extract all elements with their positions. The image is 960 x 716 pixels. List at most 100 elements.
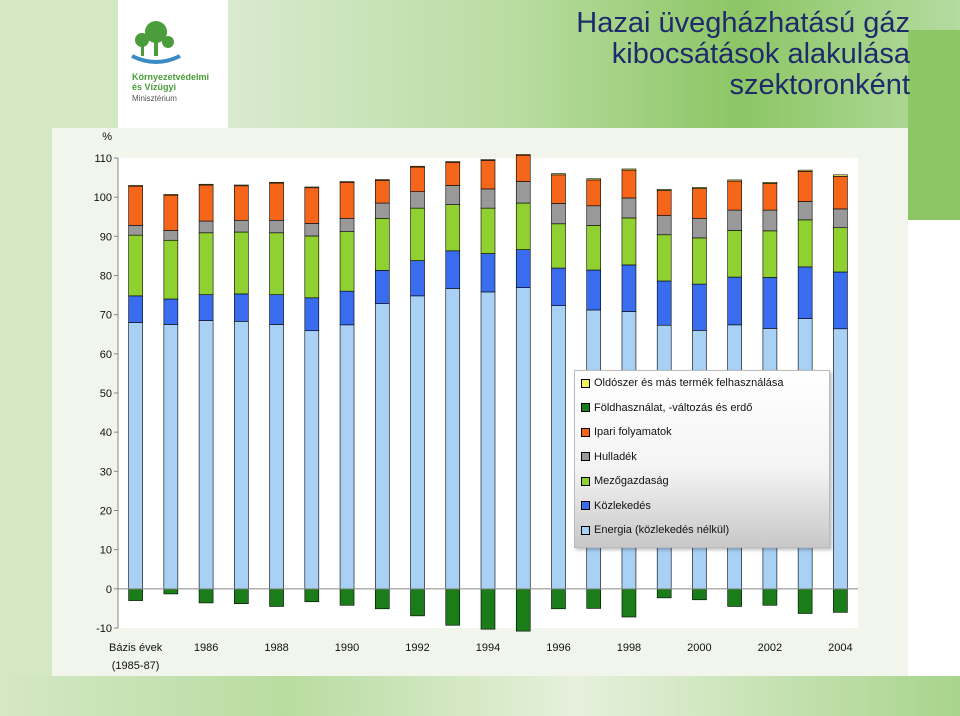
bar-segment (198, 184, 214, 222)
bar-segment (374, 202, 390, 219)
bar-segment (480, 588, 496, 630)
y-tick-label: 40 (100, 427, 112, 439)
legend-swatch (581, 403, 590, 412)
bar-segment (339, 181, 355, 183)
legend-item: Energia (közlekedés nélkül) (581, 522, 729, 538)
bar-segment (269, 182, 284, 221)
bar-segment (692, 588, 707, 601)
bar-segment (198, 183, 214, 186)
bar-segment (480, 188, 496, 209)
bar-segment (410, 191, 425, 209)
bar-segment (797, 171, 813, 202)
bar-segment (304, 330, 320, 590)
bar-segment (762, 209, 778, 232)
bar-segment (797, 266, 813, 319)
bar-segment (374, 270, 390, 304)
title-line-1: Hazai üvegházhatású gáz (576, 7, 910, 39)
bar-segment (551, 267, 566, 306)
bar-segment (163, 239, 179, 300)
bar-segment (304, 588, 320, 603)
bar-segment (515, 588, 531, 632)
chart-legend: Oldószer és más termék felhasználása Föld… (574, 370, 830, 548)
bar-segment (410, 295, 425, 590)
bar-segment (445, 250, 461, 289)
bar-segment (656, 588, 672, 599)
legend-swatch (581, 427, 590, 437)
bar-segment (128, 588, 143, 601)
bar-segment (762, 588, 778, 606)
bar-segment (727, 180, 742, 211)
bar-segment (515, 181, 531, 204)
x-tick-label: 1988 (264, 642, 288, 654)
bar-segment (833, 227, 848, 273)
bar-segment (656, 280, 672, 326)
bar-segment (304, 223, 320, 237)
bar-segment (656, 190, 672, 216)
bar-segment (586, 225, 602, 271)
x-tick-label: 2002 (758, 642, 782, 654)
bar-segment (515, 249, 531, 288)
background-band-top (228, 0, 960, 150)
bar-segment (269, 181, 284, 184)
bar-segment (445, 185, 461, 205)
legend-item: Mezőgazdaság (581, 473, 669, 489)
bar-segment (128, 234, 143, 297)
y-tick-label: 70 (100, 310, 112, 322)
bar-segment (445, 204, 461, 252)
bar-segment (515, 202, 531, 250)
bar-segment (797, 588, 813, 614)
x-tick-label: 2000 (687, 642, 711, 654)
bar-segment (586, 588, 602, 609)
y-axis-label: % (102, 131, 112, 143)
x-tick-label: 2004 (828, 642, 852, 654)
bar-segment (833, 271, 848, 330)
y-tick-label: 110 (94, 153, 112, 165)
logo-subtitle: Minisztérium (132, 94, 177, 103)
bar-segment (339, 181, 355, 219)
bar-segment (128, 322, 143, 590)
y-tick-label: 10 (100, 545, 112, 557)
bar-segment (797, 201, 813, 221)
bar-segment (234, 184, 249, 187)
bar-segment (374, 179, 390, 181)
bar-segment (198, 320, 214, 590)
bar-segment (445, 288, 461, 590)
y-tick-label: 100 (94, 192, 112, 204)
bar-segment (480, 159, 496, 161)
legend-swatch (581, 501, 590, 510)
bar-segment (551, 174, 566, 204)
bar-segment (234, 185, 249, 221)
tree-logo-icon (131, 21, 181, 64)
bar-segment (621, 588, 637, 618)
x-tick-label: 1986 (194, 642, 218, 654)
bar-segment (762, 230, 778, 278)
y-tick-label: 50 (100, 388, 112, 400)
bar-segment (480, 291, 496, 590)
bar-segment (621, 197, 637, 219)
bar-segment (339, 231, 355, 292)
bar-segment (727, 276, 742, 326)
bar-segment (833, 328, 848, 590)
bar-segment (410, 260, 425, 297)
bar-segment (304, 186, 320, 189)
bar-segment (234, 293, 249, 322)
bar-segment (269, 219, 284, 234)
bar-segment (410, 207, 425, 261)
bar-segment (551, 588, 566, 610)
y-tick-label: 60 (100, 349, 112, 361)
legend-item: Közlekedés (581, 498, 651, 514)
bar-segment (551, 305, 566, 590)
bar-segment (515, 154, 531, 156)
bar-segment (128, 185, 143, 187)
bar-segment (234, 219, 249, 233)
bar-segment (551, 203, 566, 225)
bar-segment (269, 324, 284, 590)
bar-segment (339, 324, 355, 590)
bar-segment (656, 215, 672, 236)
background-block-right (908, 30, 960, 220)
bar-segment (128, 295, 143, 323)
x-tick-label: 1998 (617, 642, 641, 654)
bar-segment (727, 209, 742, 231)
bar-segment (445, 162, 461, 186)
background-band-bottom (0, 676, 960, 716)
